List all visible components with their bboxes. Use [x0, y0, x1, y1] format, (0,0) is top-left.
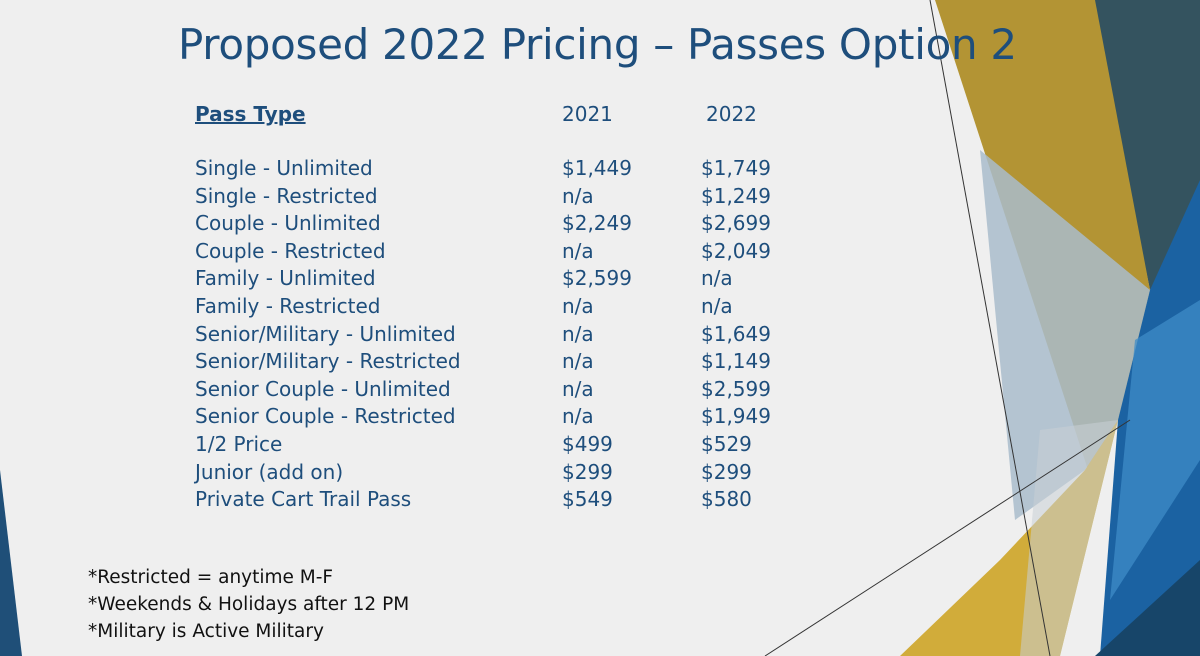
pass-type-cell: Senior/Military - Restricted	[195, 349, 461, 374]
table-row: Private Cart Trail Pass $549 $580	[195, 486, 795, 514]
table-row: Family - Unlimited $2,599 n/a	[195, 265, 795, 293]
pass-type-cell: Single - Restricted	[195, 183, 378, 208]
table-row: Single - Restricted n/a $1,249	[195, 183, 795, 211]
footnote: *Weekends & Holidays after 12 PM	[88, 594, 410, 615]
table-row: Junior (add on) $299 $299	[195, 459, 795, 487]
thin-line-vertical	[929, 0, 1051, 656]
pass-type-cell: Senior Couple - Restricted	[195, 404, 456, 429]
price-2021-cell: n/a	[562, 404, 594, 429]
pass-type-cell: Junior (add on)	[195, 459, 344, 484]
header-2021: 2021	[562, 102, 613, 126]
price-2022-cell: n/a	[701, 293, 733, 318]
thin-line-diagonal	[764, 419, 1131, 656]
table-row: Senior Couple - Restricted n/a $1,949	[195, 403, 795, 431]
price-2021-cell: $2,249	[562, 211, 632, 236]
navy-corner	[1095, 560, 1200, 656]
price-2021-cell: n/a	[562, 238, 594, 263]
footnote: *Restricted = anytime M-F	[88, 567, 334, 588]
price-2021-cell: $2,599	[562, 266, 632, 291]
pricing-table: Single - Unlimited $1,449 $1,749 Single …	[195, 155, 795, 514]
pass-type-cell: Couple - Unlimited	[195, 211, 381, 236]
price-2022-cell: $1,149	[701, 349, 771, 374]
price-2021-cell: n/a	[562, 349, 594, 374]
price-2022-cell: n/a	[701, 266, 733, 291]
pass-type-cell: Family - Unlimited	[195, 266, 376, 291]
table-row: Senior Couple - Unlimited n/a $2,599	[195, 376, 795, 404]
grey-wedge	[1020, 420, 1118, 656]
pass-type-cell: Senior/Military - Unlimited	[195, 321, 456, 346]
dark-teal-shape	[1090, 0, 1200, 290]
pass-type-cell: Family - Restricted	[195, 293, 381, 318]
price-2021-cell: n/a	[562, 293, 594, 318]
pass-type-cell: Private Cart Trail Pass	[195, 487, 412, 512]
slide-title: Proposed 2022 Pricing – Passes Option 2	[178, 20, 1017, 69]
table-row: Couple - Restricted n/a $2,049	[195, 238, 795, 266]
table-row: Couple - Unlimited $2,249 $2,699	[195, 210, 795, 238]
footnotes: *Restricted = anytime M-F *Weekends & Ho…	[88, 564, 409, 645]
price-2022-cell: $580	[701, 487, 752, 512]
table-row: Family - Restricted n/a n/a	[195, 293, 795, 321]
pass-type-cell: Single - Unlimited	[195, 156, 373, 180]
price-2022-cell: $1,949	[701, 404, 771, 429]
price-2022-cell: $529	[701, 431, 752, 456]
price-2022-cell: $299	[701, 459, 752, 484]
light-blue-band	[1110, 300, 1200, 600]
price-2022-cell: $1,749	[701, 156, 771, 180]
pass-type-cell: 1/2 Price	[195, 431, 283, 456]
pass-type-cell: Couple - Restricted	[195, 238, 386, 263]
price-2022-cell: $1,249	[701, 183, 771, 208]
price-2021-cell: $1,449	[562, 156, 632, 180]
price-2022-cell: $2,699	[701, 211, 771, 236]
table-row: Single - Unlimited $1,449 $1,749	[195, 155, 795, 183]
table-row: 1/2 Price $499 $529	[195, 431, 795, 459]
header-2022: 2022	[706, 102, 757, 126]
price-2022-cell: $1,649	[701, 321, 771, 346]
price-2022-cell: $2,599	[701, 376, 771, 401]
price-2021-cell: n/a	[562, 183, 594, 208]
table-row: Senior/Military - Restricted n/a $1,149	[195, 348, 795, 376]
footnote: *Military is Active Military	[88, 621, 324, 642]
price-2021-cell: $549	[562, 487, 613, 512]
price-2021-cell: $299	[562, 459, 613, 484]
header-pass-type: Pass Type	[195, 102, 306, 126]
price-2021-cell: n/a	[562, 321, 594, 346]
table-row: Senior/Military - Unlimited n/a $1,649	[195, 321, 795, 349]
table-header: Pass Type 2021 2022	[195, 102, 795, 130]
pass-type-cell: Senior Couple - Unlimited	[195, 376, 451, 401]
left-blue-sliver	[0, 470, 22, 656]
price-2022-cell: $2,049	[701, 238, 771, 263]
price-2021-cell: $499	[562, 431, 613, 456]
price-2021-cell: n/a	[562, 376, 594, 401]
